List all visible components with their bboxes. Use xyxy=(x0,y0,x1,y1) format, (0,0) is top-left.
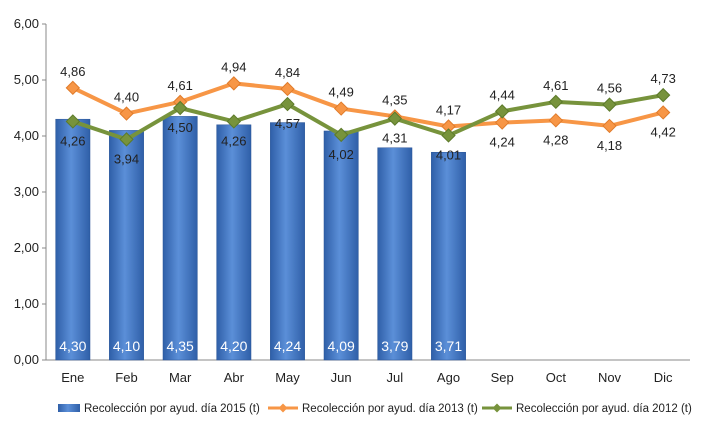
label-2013: 4,84 xyxy=(275,65,300,80)
bar-value-label: 3,79 xyxy=(381,338,408,354)
bar-value-label: 3,71 xyxy=(435,338,462,354)
bar-value-label: 4,09 xyxy=(328,338,355,354)
legend-label: Recolección por ayud. día 2015 (t) xyxy=(84,403,260,415)
marker-2012 xyxy=(280,96,295,112)
marker-2013 xyxy=(280,81,295,97)
x-tick-label: Dic xyxy=(654,370,673,385)
label-2012: 4,01 xyxy=(436,147,461,162)
x-tick-label: Sep xyxy=(491,370,514,385)
marker-2013 xyxy=(226,76,242,91)
label-2012: 4,26 xyxy=(60,133,85,148)
label-2013: 4,49 xyxy=(329,85,354,100)
legend-swatch-marker xyxy=(278,403,288,413)
label-2012: 3,94 xyxy=(114,151,139,166)
x-tick-label: Jul xyxy=(387,370,404,385)
label-2012: 4,56 xyxy=(597,81,622,96)
marker-2013 xyxy=(602,118,617,134)
label-2012: 4,73 xyxy=(651,71,676,86)
data-labels: 4,30 4,10 4,35 4,20 4,24 4,09 3,79 3,71 4,86 4,26… xyxy=(59,59,676,354)
line-2013 xyxy=(71,81,664,129)
legend-item: Recolección por ayud. día 2013 (t) xyxy=(268,403,478,415)
y-tick-label: 1,00 xyxy=(14,296,39,311)
bar-value-label: 4,20 xyxy=(220,338,247,354)
bar-2015 xyxy=(162,116,198,361)
label-2012: 4,44 xyxy=(490,87,515,102)
legend-item: Recolección por ayud. día 2015 (t) xyxy=(58,403,260,415)
bar-value-label: 4,10 xyxy=(113,338,140,354)
legend-swatch-bar xyxy=(58,404,80,412)
y-tick-label: 3,00 xyxy=(14,184,39,199)
line-series xyxy=(65,76,671,147)
bar-value-label: 4,24 xyxy=(274,338,301,354)
x-tick-label: Abr xyxy=(224,370,245,385)
bar-2015 xyxy=(270,122,305,361)
bar-2015 xyxy=(431,151,466,361)
label-2012: 4,57 xyxy=(275,116,300,131)
label-2013: 4,24 xyxy=(490,135,515,150)
legend: Recolección por ayud. día 2015 (t) Recole… xyxy=(58,403,692,415)
x-tick-label: Ene xyxy=(61,370,84,385)
marker-2012 xyxy=(333,127,349,143)
marker-2012 xyxy=(226,114,242,129)
label-2012: 4,26 xyxy=(221,133,246,148)
y-tick-label: 4,00 xyxy=(14,128,39,143)
label-2012: 4,61 xyxy=(543,78,568,93)
x-tick-label: Oct xyxy=(546,370,567,385)
line-2012 xyxy=(72,93,664,142)
label-2013: 4,40 xyxy=(114,90,139,105)
x-tick-label: Feb xyxy=(115,370,137,385)
marker-2013 xyxy=(548,113,564,128)
bar-2015 xyxy=(323,130,359,361)
chart-axes: 0,00 1,00 2,00 3,00 4,00 5,00 6,00 Ene Feb Mar Abr… xyxy=(14,16,690,385)
label-2013: 4,28 xyxy=(543,132,568,147)
bar-value-label: 4,30 xyxy=(59,338,86,354)
legend-label: Recolección por ayud. día 2013 (t) xyxy=(302,403,478,415)
marker-2013 xyxy=(333,101,349,116)
bar-2015 xyxy=(377,147,413,361)
marker-2012 xyxy=(548,94,564,110)
marker-2013 xyxy=(119,106,134,121)
marker-2012 xyxy=(387,111,403,126)
label-2013: 4,94 xyxy=(221,59,246,74)
bar-2015 xyxy=(55,118,91,361)
label-2012: 4,02 xyxy=(329,147,354,162)
marker-2013 xyxy=(65,80,81,96)
x-tick-label: Jun xyxy=(331,370,352,385)
x-tick-label: Ago xyxy=(437,370,460,385)
marker-2012 xyxy=(494,104,510,119)
label-2013: 4,35 xyxy=(382,92,407,107)
y-tick-label: 6,00 xyxy=(14,16,39,31)
label-2013: 4,61 xyxy=(168,78,193,93)
marker-2013 xyxy=(494,115,510,130)
marker-2012 xyxy=(172,100,188,116)
label-2013: 4,42 xyxy=(651,124,676,139)
marker-2012 xyxy=(65,114,81,129)
label-2013: 4,17 xyxy=(436,102,461,117)
bar-series-2015 xyxy=(55,116,466,361)
bar-2015 xyxy=(216,124,252,361)
bar-value-label: 4,35 xyxy=(167,338,194,354)
x-tick-label: Nov xyxy=(598,370,622,385)
y-tick-label: 0,00 xyxy=(14,352,39,367)
legend-label: Recolección por ayud. día 2012 (t) xyxy=(516,403,692,415)
marker-2012 xyxy=(119,132,134,147)
legend-swatch-marker xyxy=(492,403,502,413)
legend-item: Recolección por ayud. día 2012 (t) xyxy=(482,403,692,415)
marker-2013 xyxy=(655,105,671,120)
x-tick-label: May xyxy=(275,370,300,385)
marker-2012 xyxy=(441,128,456,143)
bar-2015 xyxy=(109,130,144,361)
y-tick-label: 2,00 xyxy=(14,240,39,255)
label-2012: 4,50 xyxy=(168,120,193,135)
marker-2012 xyxy=(602,97,617,112)
x-tick-label: Mar xyxy=(169,370,192,385)
label-2012: 4,31 xyxy=(382,131,407,146)
label-2013: 4,18 xyxy=(597,138,622,153)
marker-2012 xyxy=(655,87,671,103)
y-tick-label: 5,00 xyxy=(14,72,39,87)
label-2013: 4,86 xyxy=(60,64,85,79)
